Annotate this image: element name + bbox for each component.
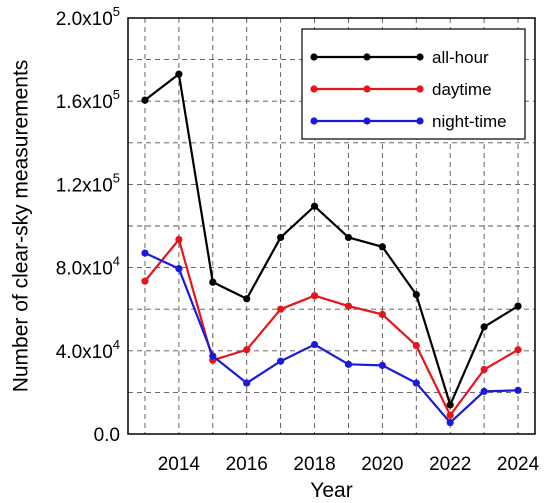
y-tick-label: 8.0x104 [56,254,120,280]
data-point-all-hour [514,302,522,310]
data-point-daytime [446,411,454,419]
data-point-all-hour [378,243,386,251]
y-tick-exponent: 4 [113,337,120,352]
data-point-night-time [378,361,386,369]
data-point-night-time [175,265,183,273]
data-point-daytime [480,365,488,374]
y-tick-label: 1.2x105 [56,170,120,196]
data-point-daytime [141,277,149,285]
data-point-all-hour [175,70,183,78]
data-point-night-time [446,418,454,427]
data-point-all-hour [209,278,217,286]
y-tick-exponent: 4 [113,254,120,269]
data-point-all-hour [344,233,353,242]
legend-marker-all-hour [416,53,424,61]
data-point-night-time [514,386,522,394]
plot-frame [127,17,536,435]
data-point-daytime [344,302,353,310]
data-point-night-time [480,387,488,395]
legend-marker-all-hour [310,53,318,61]
data-point-all-hour [141,96,149,104]
data-point-all-hour [480,323,488,331]
x-tick-label: 2014 [158,454,201,475]
data-point-all-hour [277,233,285,242]
data-point-daytime [378,310,386,318]
data-point-night-time [310,340,319,349]
x-tick-label: 2018 [293,454,335,475]
y-tick-label: 1.6x105 [56,87,120,113]
legend-label-daytime: daytime [432,80,492,99]
legend-marker-daytime [310,85,318,93]
legend-label-all-hour: all-hour [432,48,489,67]
legend-marker-night-time [363,117,371,125]
y-tick-exponent: 5 [113,170,120,185]
series-line-night-time [144,252,519,424]
legend-marker-daytime [363,85,371,93]
series-line-all-hour [144,73,519,406]
legend-marker-daytime [416,85,424,93]
x-axis-ticks: 2014 2016 2018 2020 2022 2024 [158,454,540,475]
data-point-night-time [344,360,353,368]
y-tick-exponent: 5 [113,4,120,19]
y-tick-mantissa: 1.6x10 [56,92,113,113]
x-tick-label: 2020 [361,454,403,475]
data-point-daytime [412,342,420,350]
data-point-all-hour [412,291,420,299]
data-point-daytime [175,235,183,244]
x-tick-label: 2024 [497,454,540,475]
data-point-all-hour [310,202,319,210]
data-point-all-hour [243,295,251,303]
series-layer [141,70,522,427]
y-tick-label: 4.0x104 [56,337,120,363]
legend-marker-all-hour [363,53,371,61]
y-tick-mantissa: 0.0 [94,425,120,446]
legend-label-night-time: night-time [432,112,507,131]
legend-marker-night-time [310,117,318,125]
data-point-night-time [141,249,149,257]
y-tick-label: 0.0 [94,425,120,446]
y-tick-label: 2.0x105 [56,4,120,30]
y-tick-mantissa: 4.0x10 [56,342,113,363]
x-axis-title: Year [310,479,352,502]
x-tick-label: 2016 [226,454,268,475]
x-tick-label: 2022 [429,454,471,475]
legend: all-hour daytime night-time [301,28,526,140]
data-point-daytime [514,346,522,354]
data-point-night-time [412,379,420,387]
data-point-night-time [277,357,285,365]
data-point-night-time [209,352,217,360]
data-point-daytime [277,305,285,313]
data-point-daytime [310,292,319,300]
y-tick-mantissa: 2.0x10 [56,9,113,30]
y-axis-title: Number of clear-sky measurements [10,60,33,393]
y-tick-exponent: 5 [113,87,120,102]
legend-marker-night-time [416,117,424,125]
data-point-daytime [243,346,251,354]
data-point-all-hour [446,401,454,409]
y-tick-mantissa: 8.0x10 [56,259,113,280]
y-tick-mantissa: 1.2x10 [56,175,113,196]
data-point-night-time [243,379,251,387]
